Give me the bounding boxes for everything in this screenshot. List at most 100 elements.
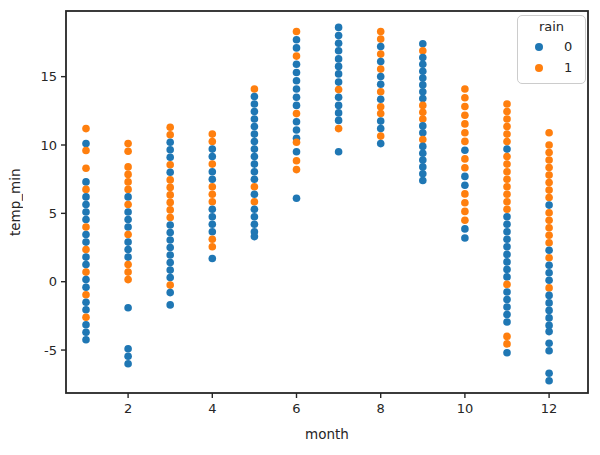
data-point [82,276,90,284]
data-point [293,69,301,77]
data-point [335,39,343,47]
data-point [209,236,217,244]
data-point [293,110,301,118]
data-point [251,145,259,153]
data-point [503,228,511,236]
data-point [124,147,132,155]
data-point [545,314,553,322]
data-point [166,199,174,207]
data-point [461,155,469,163]
data-point [293,36,301,44]
data-point [377,58,385,66]
data-point [124,238,132,246]
data-point [545,156,553,164]
data-point [82,201,90,209]
data-point [166,154,174,162]
data-point [293,157,301,165]
data-point [166,289,174,297]
data-point [166,123,174,131]
data-point [419,149,427,157]
data-point [293,195,301,203]
data-point [335,93,343,101]
data-point [209,160,217,168]
data-point [419,115,427,123]
data-point [545,269,553,277]
data-point [461,225,469,233]
data-point [166,191,174,199]
data-point [82,216,90,224]
data-point [503,311,511,319]
data-point [545,292,553,300]
data-point [545,328,553,336]
x-tick-label: 6 [292,401,300,416]
data-point [503,145,511,153]
data-point [545,171,553,179]
data-point [419,156,427,164]
data-point [209,145,217,153]
data-point [503,115,511,123]
data-point [82,140,90,148]
data-point [461,216,469,224]
data-point [124,208,132,216]
data-point [82,336,90,344]
data-point [545,239,553,247]
data-point [545,179,553,187]
data-point [503,303,511,311]
data-point [503,251,511,259]
data-point [377,65,385,73]
data-point [124,171,132,179]
data-point [503,160,511,168]
data-point [82,208,90,216]
data-point [419,122,427,130]
data-point [545,201,553,209]
data-point [335,86,343,94]
data-point [293,148,301,156]
data-point [82,329,90,337]
data-point [166,139,174,147]
data-point [377,110,385,118]
data-point [335,63,343,71]
data-point [419,74,427,82]
data-point [503,198,511,206]
data-point [545,247,553,255]
data-point [377,80,385,88]
data-point [545,299,553,307]
data-point [82,186,90,194]
data-point [461,120,469,128]
data-point [124,253,132,261]
data-point [166,251,174,259]
data-point [209,228,217,236]
data-point [545,224,553,232]
data-point [419,40,427,48]
y-tick-label: 0 [49,274,57,289]
data-point [251,115,259,123]
data-point [545,194,553,202]
figure: 24681012-5051015 month temp_min rain 0 1 [0,0,600,455]
data-point [335,70,343,78]
data-point [293,93,301,101]
data-point [124,352,132,360]
data-point [419,177,427,185]
data-point [166,184,174,192]
data-point [82,306,90,314]
data-point [419,81,427,89]
data-point [419,170,427,178]
data-point [251,213,259,221]
data-point [461,94,469,102]
data-point [124,360,132,368]
y-tick-label: -5 [44,343,57,358]
data-point [419,136,427,144]
data-point [545,254,553,262]
data-point [166,214,174,222]
y-tick-label: 10 [40,138,57,153]
data-point [166,176,174,184]
x-tick-label: 8 [377,401,385,416]
data-point [545,370,553,378]
data-point [166,266,174,274]
legend-marker-rain-1-icon [535,64,543,72]
data-point [293,61,301,69]
data-point [251,93,259,101]
data-point [251,123,259,131]
data-point [503,175,511,183]
data-point [335,55,343,63]
